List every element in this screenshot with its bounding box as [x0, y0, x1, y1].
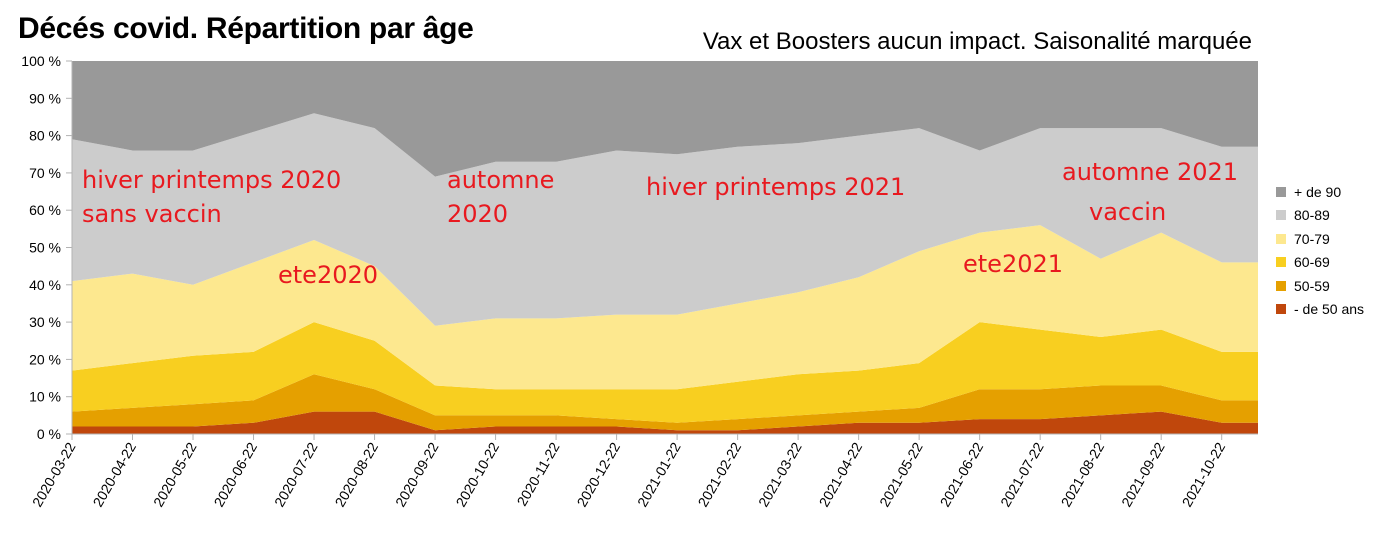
legend-label: - de 50 ans [1294, 301, 1365, 318]
annotation-label: automne 2021 [1062, 158, 1238, 186]
y-tick-label: 30 % [29, 314, 61, 330]
x-tick-label: 2020-08-22 [331, 439, 381, 509]
legend-label: 80-89 [1294, 207, 1330, 224]
annotation-label: ete2020 [278, 261, 378, 289]
legend-item: 60-69 [1276, 251, 1364, 275]
chart-title: Décés covid. Répartition par âge [18, 12, 474, 45]
annotation-label: automne [447, 166, 554, 194]
x-tick-label: 2021-01-22 [634, 439, 684, 509]
x-tick-label: 2021-06-22 [937, 439, 987, 509]
x-tick-label: 2021-07-22 [997, 439, 1047, 509]
x-tick-label: 2021-09-22 [1118, 439, 1168, 509]
x-tick-label: 2020-12-22 [574, 439, 624, 509]
x-tick-label: 2020-10-22 [453, 439, 503, 509]
legend-label: 70-79 [1294, 230, 1330, 247]
x-tick-label: 2021-02-22 [695, 439, 745, 509]
legend-item: 70-79 [1276, 227, 1364, 251]
legend-swatch [1276, 233, 1286, 244]
annotation-label: vaccin [1089, 198, 1166, 226]
y-tick-label: 0 % [37, 426, 61, 442]
chart-subtitle: Vax et Boosters aucun impact. Saisonalit… [702, 28, 1252, 55]
area-series-4 [72, 113, 1258, 326]
y-tick-label: 50 % [29, 240, 61, 256]
area-series-1 [72, 374, 1258, 431]
legend-label: 50-59 [1294, 277, 1330, 294]
x-tick-label: 2021-05-22 [876, 439, 926, 509]
x-tick-label: 2021-03-22 [755, 439, 805, 509]
legend-swatch [1276, 186, 1286, 197]
annotation-label: 2020 [447, 200, 508, 228]
y-tick-label: 100 % [21, 53, 61, 69]
legend-label: + de 90 [1294, 183, 1342, 200]
legend: + de 90 80-89 70-79 60-69 50-59 - de 50 ans [1276, 180, 1364, 321]
legend-swatch [1276, 280, 1286, 291]
annotations: hiver printemps 2020 sans vaccin ete2020 au… [82, 158, 1238, 289]
annotation-label: ete2021 [963, 250, 1063, 278]
legend-item: + de 90 [1276, 180, 1364, 204]
area-series-2 [72, 322, 1258, 423]
y-tick-label: 60 % [29, 202, 61, 218]
legend-item: 80-89 [1276, 204, 1364, 228]
legend-swatch [1276, 210, 1286, 221]
y-tick-label: 70 % [29, 165, 61, 181]
annotation-label: hiver printemps 2020 [82, 166, 341, 194]
legend-item: - de 50 ans [1276, 298, 1364, 322]
x-tick-label: 2021-04-22 [816, 439, 866, 509]
area-series-3 [72, 225, 1258, 390]
area-series-5 [72, 61, 1258, 177]
y-tick-label: 10 % [29, 389, 61, 405]
annotation-label: sans vaccin [82, 200, 222, 228]
area-series-0 [72, 411, 1258, 434]
x-tick-label: 2021-10-22 [1179, 439, 1229, 509]
x-tick-label: 2020-05-22 [150, 439, 200, 509]
legend-swatch [1276, 257, 1286, 268]
x-tick-label: 2020-04-22 [89, 439, 139, 509]
legend-label: 60-69 [1294, 254, 1330, 271]
legend-swatch [1276, 304, 1286, 315]
x-tick-label: 2020-03-22 [29, 439, 79, 509]
x-tick-label: 2020-09-22 [392, 439, 442, 509]
y-tick-label: 90 % [29, 90, 61, 106]
x-tick-label: 2020-06-22 [210, 439, 260, 509]
x-tick-label: 2020-07-22 [271, 439, 321, 509]
y-tick-label: 80 % [29, 128, 61, 144]
annotation-label: hiver printemps 2021 [646, 173, 905, 201]
legend-item: 50-59 [1276, 274, 1364, 298]
y-tick-label: 40 % [29, 277, 61, 293]
x-tick-label: 2021-08-22 [1058, 439, 1108, 509]
x-tick-label: 2020-11-22 [514, 439, 563, 508]
plot-areas [72, 61, 1258, 434]
y-tick-label: 20 % [29, 351, 61, 367]
